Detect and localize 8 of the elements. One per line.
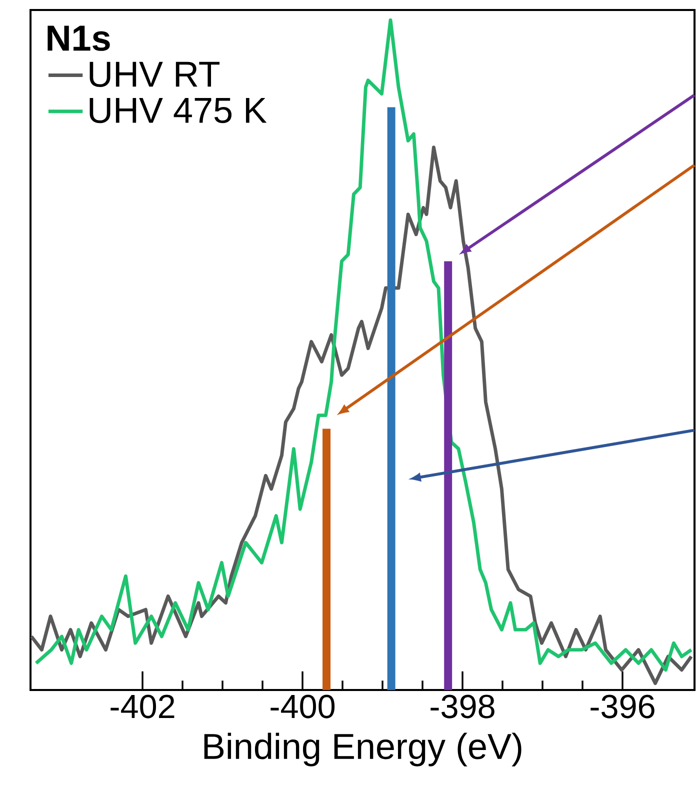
- x-tick-label: -400: [270, 694, 335, 718]
- x-tick-label: -398: [430, 694, 495, 718]
- legend-label: UHV 475 K: [90, 98, 267, 124]
- x-tick-label: -402: [110, 694, 174, 718]
- x-tick-label: -396: [590, 694, 655, 718]
- legend-title: N1s: [48, 26, 110, 51]
- x-axis-title: Binding Energy (eV): [204, 732, 522, 766]
- legend-label: UHV RT: [90, 62, 220, 88]
